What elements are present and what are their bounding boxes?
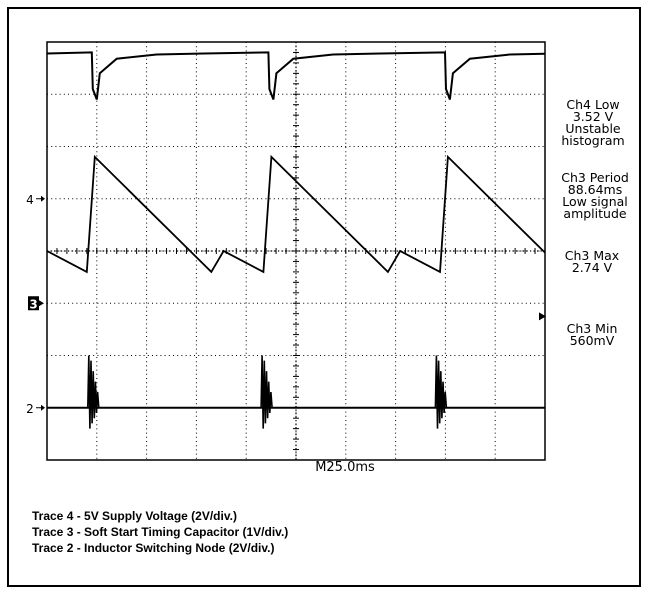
trace-group — [47, 51, 545, 429]
measurement-line: 88.64ms — [567, 182, 623, 197]
channel-marker-label: 2 — [26, 402, 34, 416]
measurement-line: Ch3 Min — [566, 321, 618, 336]
measurement-line: 3.52 V — [572, 109, 614, 124]
measurement-ch3-period: Ch3 Period 88.64ms Low signal amplitude — [552, 170, 638, 221]
measurement-line: 2.74 V — [571, 260, 613, 275]
figure-frame — [7, 7, 641, 587]
channel-marker-label: 4 — [26, 193, 34, 207]
measurement-ch3-min: Ch3 Min 560mV — [552, 321, 632, 348]
channel-marker-arrow — [41, 404, 45, 411]
measurement-line: Ch3 Period — [561, 170, 629, 185]
legend-entry-trace-2: Trace 2 - Inductor Switching Node (2V/di… — [32, 541, 275, 555]
timebase-label: M25.0ms — [315, 460, 375, 475]
channel-marker-label: 3 — [29, 297, 37, 311]
measurement-line: histogram — [561, 133, 625, 148]
trace-legend: Trace 4 - 5V Supply Voltage (2V/div.) Tr… — [32, 508, 288, 556]
measurement-ch4-low: Ch4 Low 3.52 V Unstable histogram — [552, 97, 634, 148]
measurement-line: Ch3 Max — [564, 248, 620, 263]
trace-3-line — [47, 154, 545, 274]
legend-entry-trace-4: Trace 4 - 5V Supply Voltage (2V/div.) — [32, 509, 237, 523]
measurement-line: Unstable — [565, 121, 621, 136]
trace-4-line — [47, 51, 545, 100]
trace-2-ringing — [260, 355, 273, 429]
trace-2-ringing — [434, 355, 448, 429]
trigger-level-arrow — [539, 312, 546, 321]
channel-marker-box — [28, 296, 39, 311]
measurement-line: Low signal — [562, 194, 628, 209]
measurement-ch3-max: Ch3 Max 2.74 V — [552, 248, 632, 275]
measurement-line: 560mV — [569, 333, 615, 348]
trace-2-ringing — [87, 355, 100, 429]
channel-marker-arrow — [39, 300, 44, 307]
measurement-line: Ch4 Low — [566, 97, 620, 112]
legend-entry-trace-3: Trace 3 - Soft Start Timing Capacitor (1… — [32, 525, 289, 539]
channel-marker-arrow — [41, 195, 45, 202]
measurement-line: amplitude — [563, 206, 627, 221]
